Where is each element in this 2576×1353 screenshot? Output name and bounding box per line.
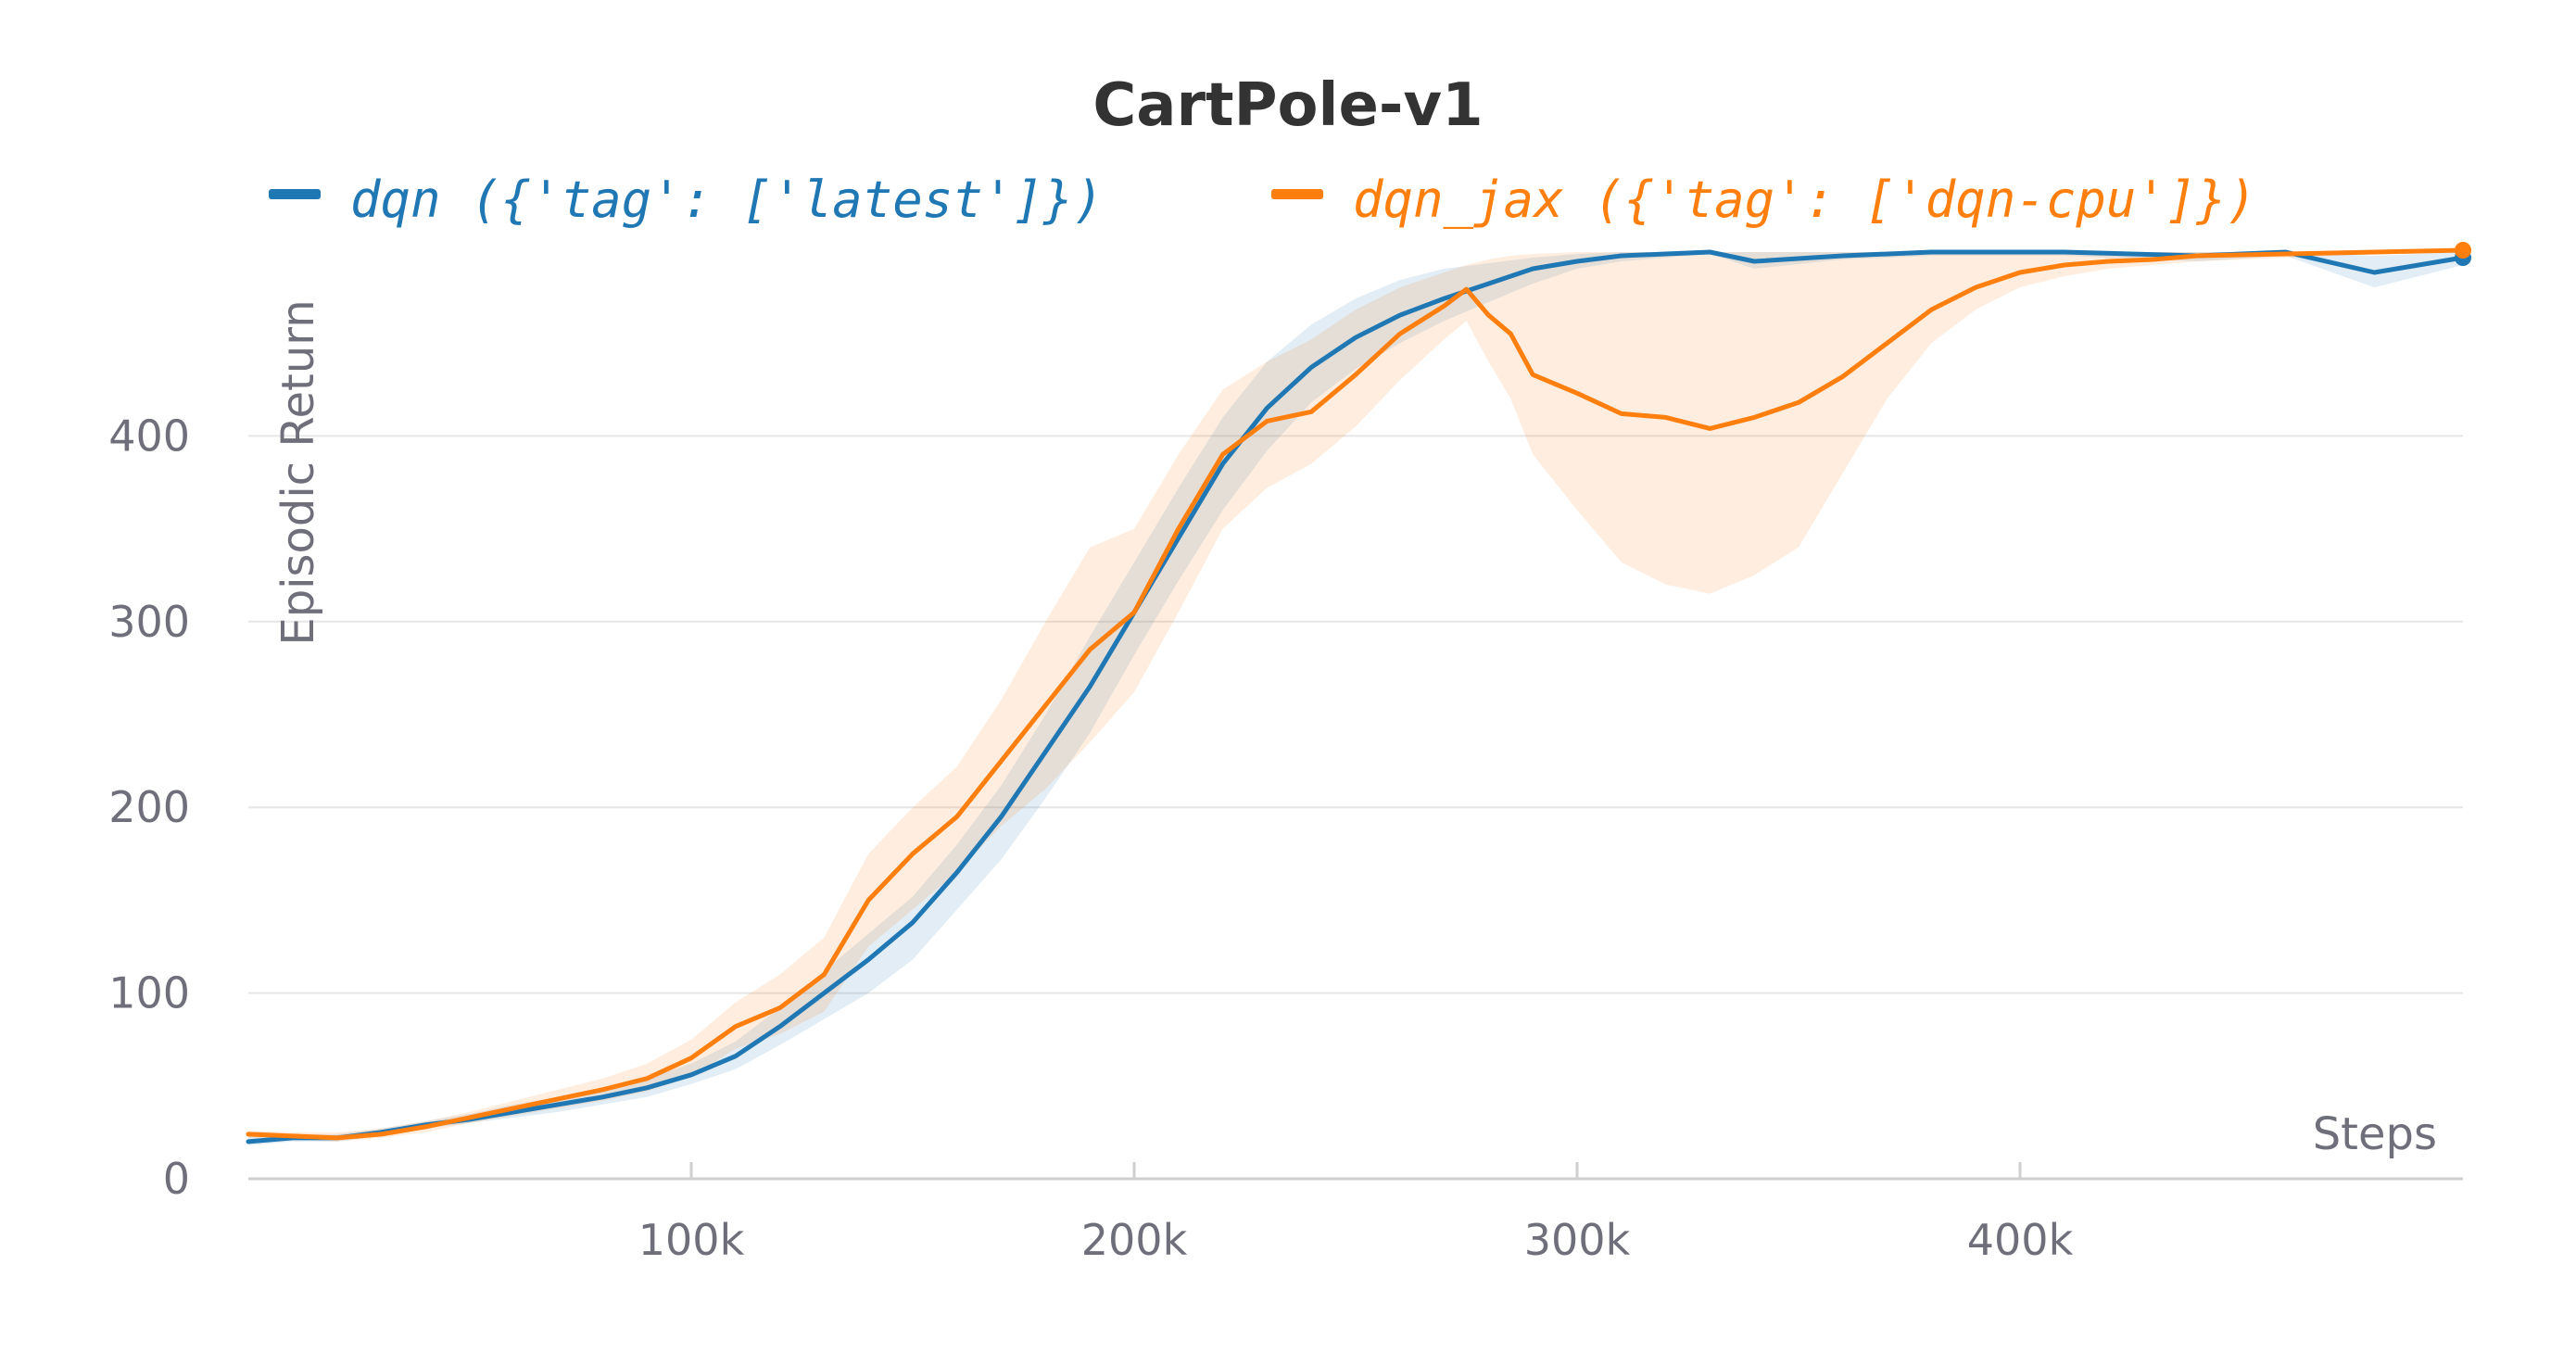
y-tick-label: 200	[108, 782, 190, 832]
grid-lines	[248, 435, 2463, 994]
x-tick-label: 300k	[1524, 1215, 1631, 1265]
legend[interactable]: dqn ({'tag': ['latest']}) dqn_jax ({'tag…	[269, 171, 2256, 229]
legend-item-dqn-jax[interactable]: dqn_jax ({'tag': ['dqn-cpu']})	[1271, 171, 2256, 229]
x-tick-label: 200k	[1081, 1215, 1188, 1265]
y-axis-label: Episodic Return	[272, 299, 324, 645]
y-tick-label: 100	[108, 968, 190, 1018]
confidence-bands	[248, 250, 2463, 1145]
chart-title: CartPole-v1	[1092, 71, 1483, 140]
axes: 0 100 200 300 400 100k 200k 300k 400k	[108, 411, 2463, 1265]
legend-swatch-dqn	[269, 189, 321, 199]
y-tick-label: 0	[163, 1154, 190, 1204]
legend-swatch-dqn-jax	[1271, 189, 1323, 199]
x-tick-label: 100k	[638, 1215, 745, 1265]
series-band-1	[248, 250, 2463, 1142]
legend-label-dqn-jax: dqn_jax ({'tag': ['dqn-cpu']})	[1353, 171, 2256, 229]
y-tick-label: 400	[108, 411, 190, 461]
y-tick-label: 300	[108, 597, 190, 647]
legend-label-dqn: dqn ({'tag': ['latest']})	[350, 171, 1104, 229]
series-lines	[246, 242, 2471, 1144]
x-tick-label: 400k	[1967, 1215, 2074, 1265]
legend-item-dqn[interactable]: dqn ({'tag': ['latest']})	[269, 171, 1104, 229]
series-line-1[interactable]	[246, 247, 2466, 1141]
series-endpoint-1[interactable]	[2455, 242, 2471, 259]
x-axis-label: Steps	[2313, 1108, 2437, 1160]
